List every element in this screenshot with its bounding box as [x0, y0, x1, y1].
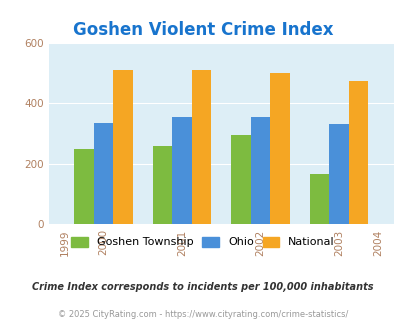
Bar: [152, 146, 172, 224]
Bar: [74, 149, 94, 224]
Bar: [309, 174, 328, 224]
Bar: [113, 70, 133, 224]
Text: Crime Index corresponds to incidents per 100,000 inhabitants: Crime Index corresponds to incidents per…: [32, 282, 373, 292]
Bar: [250, 117, 270, 224]
Bar: [270, 73, 289, 224]
Bar: [94, 123, 113, 224]
Bar: [230, 135, 250, 224]
Legend: Goshen Township, Ohio, National: Goshen Township, Ohio, National: [67, 232, 338, 252]
Bar: [328, 124, 348, 224]
Bar: [192, 70, 211, 224]
Bar: [172, 117, 192, 224]
Text: © 2025 CityRating.com - https://www.cityrating.com/crime-statistics/: © 2025 CityRating.com - https://www.city…: [58, 310, 347, 319]
Text: Goshen Violent Crime Index: Goshen Violent Crime Index: [72, 21, 333, 39]
Bar: [348, 81, 367, 224]
